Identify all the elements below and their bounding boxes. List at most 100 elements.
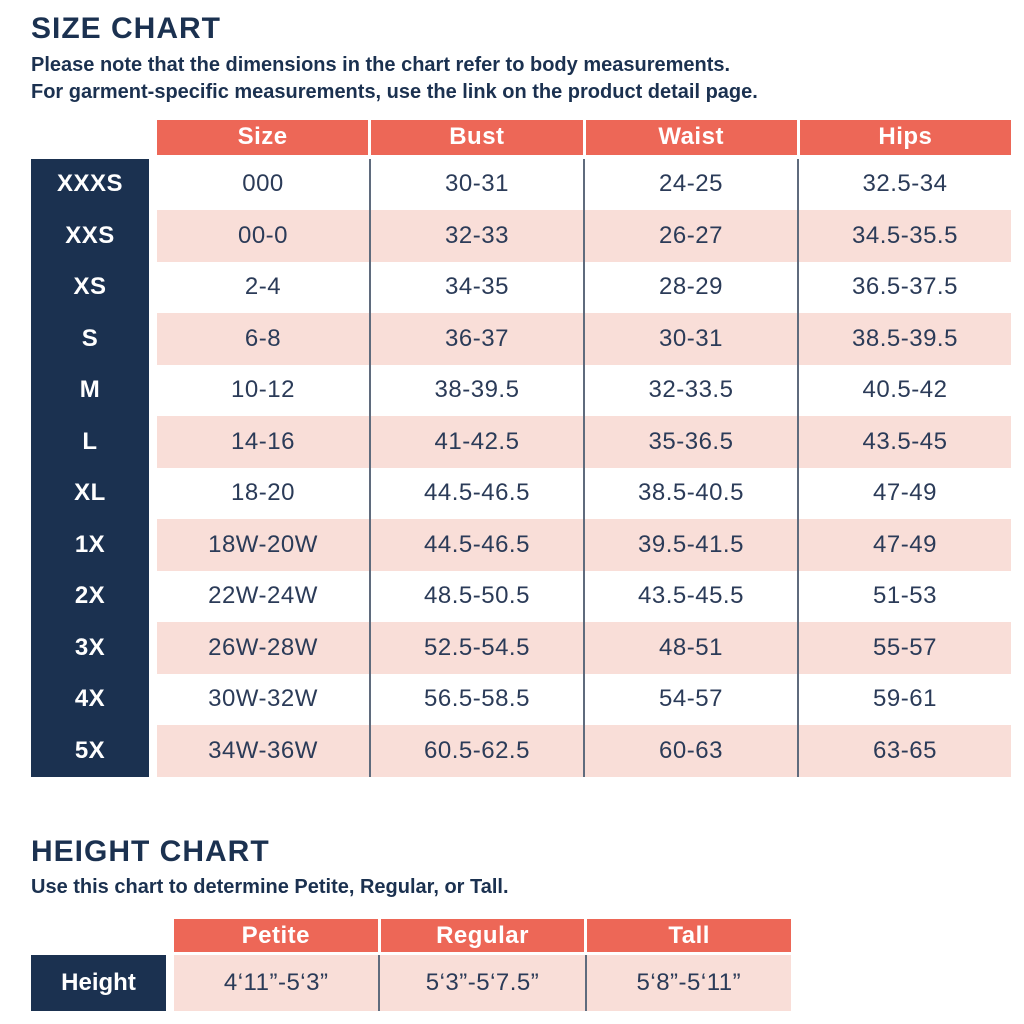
size-row-label: S [81,324,99,352]
regular-value-cell: 5‘3”-5‘7.5” [378,955,584,1011]
waist-cell: 48-51 [583,622,797,674]
size-cell: 6-8 [244,324,282,352]
bust-cell: 52.5-54.5 [369,622,583,674]
height-row-label: Height [31,955,166,1011]
hips-cell: 40.5-42 [797,364,1011,416]
size-table-label-column: XXXS XXS XS S M L XL 1X 2X 3X 4X 5X [31,120,149,777]
size-row-label: 3X [74,633,106,661]
size-table-row: 30W-32W 56.5-58.5 54-57 59-61 [157,673,1011,725]
size-chart-note-line-1: Please note that the dimensions in the c… [31,53,731,76]
size-row-label: L [82,427,98,455]
size-table-row: 34W-36W 60.5-62.5 60-63 63-65 [157,725,1011,777]
column-header-petite: Petite [174,919,378,952]
height-table-data-column: Petite Regular Tall 4‘11”-5‘3” 5‘3”-5‘7.… [174,919,792,1011]
waist-cell: 26-27 [583,210,797,262]
hips-cell: 47-49 [797,519,1011,571]
hips-cell: 63-65 [797,725,1011,777]
hips-cell: 55-57 [797,622,1011,674]
size-table-row: 26W-28W 52.5-54.5 48-51 55-57 [157,622,1011,674]
size-table-row: 10-12 38-39.5 32-33.5 40.5-42 [157,364,1011,416]
size-cell: 00-0 [237,221,289,249]
size-row-label: 4X [74,685,106,713]
bust-cell: 44.5-46.5 [369,519,583,571]
height-table-header-row: Petite Regular Tall [174,919,792,952]
hips-cell: 47-49 [797,467,1011,519]
column-header-waist: Waist [582,119,797,155]
waist-cell: 32-33.5 [583,364,797,416]
waist-cell: 54-57 [583,673,797,725]
size-chart-title: SIZE CHART [31,12,221,45]
height-table-label-column: Height [31,919,166,1011]
waist-cell: 60-63 [583,725,797,777]
size-table-row: 14-16 41-42.5 35-36.5 43.5-45 [157,416,1011,468]
size-row-label: XXS [65,221,115,249]
size-chart-note: Please note that the dimensions in the c… [31,52,1010,106]
hips-cell: 38.5-39.5 [797,313,1011,365]
size-row-label: 2X [74,582,106,610]
hips-cell: 34.5-35.5 [797,210,1011,262]
size-row-label: XL [74,479,106,507]
waist-cell: 43.5-45.5 [583,570,797,622]
size-row-label: 5X [74,736,106,764]
size-table-data-column: Size Bust Waist Hips 000 30-31 24-25 32.… [157,119,1011,777]
size-cell: 18W-20W [208,530,318,558]
column-header-bust: Bust [368,119,583,155]
waist-cell: 24-25 [583,158,797,210]
height-table: Height Petite Regular Tall 4‘11”-5‘3” 5‘… [31,919,792,1011]
bust-cell: 34-35 [369,261,583,313]
size-row-label: 1X [74,530,106,558]
size-cell: 10-12 [231,376,295,404]
size-cell: 26W-28W [208,633,318,661]
column-header-hips: Hips [796,119,1011,155]
column-header-tall: Tall [584,919,792,952]
size-table-row: 22W-24W 48.5-50.5 43.5-45.5 51-53 [157,570,1011,622]
size-table-row: 00-0 32-33 26-27 34.5-35.5 [157,210,1011,262]
bust-cell: 48.5-50.5 [369,570,583,622]
waist-cell: 39.5-41.5 [583,519,797,571]
bust-cell: 44.5-46.5 [369,467,583,519]
size-table-row: 000 30-31 24-25 32.5-34 [157,158,1011,210]
size-chart-section: SIZE CHART Please note that the dimensio… [31,12,1011,777]
size-cell: 14-16 [231,427,295,455]
waist-cell: 38.5-40.5 [583,467,797,519]
size-cell: 34W-36W [208,736,318,764]
waist-cell: 35-36.5 [583,416,797,468]
hips-cell: 32.5-34 [797,158,1011,210]
hips-cell: 51-53 [797,570,1011,622]
label-column-spacer [31,120,149,159]
size-table-row: 18W-20W 44.5-46.5 39.5-41.5 47-49 [157,519,1011,571]
bust-cell: 38-39.5 [369,364,583,416]
petite-value-cell: 4‘11”-5‘3” [223,969,329,996]
size-table-row: 18-20 44.5-46.5 38.5-40.5 47-49 [157,467,1011,519]
bust-cell: 60.5-62.5 [369,725,583,777]
hips-cell: 59-61 [797,673,1011,725]
hips-cell: 36.5-37.5 [797,261,1011,313]
size-row-label: M [79,376,101,404]
size-row-label: XXXS [56,170,124,198]
size-cell: 22W-24W [208,582,318,610]
bust-cell: 56.5-58.5 [369,673,583,725]
bust-cell: 32-33 [369,210,583,262]
bust-cell: 41-42.5 [369,416,583,468]
height-chart-section: HEIGHT CHART Use this chart to determine… [31,835,1010,1011]
height-chart-note: Use this chart to determine Petite, Regu… [31,876,509,898]
height-label-spacer [31,919,166,955]
label-column-block: XXXS XXS XS S M L XL 1X 2X 3X 4X 5X [31,158,149,777]
size-chart-note-line-2: For garment-specific measurements, use t… [31,80,758,103]
hips-cell: 43.5-45 [797,416,1011,468]
size-cell: 2-4 [244,273,282,301]
size-cell: 18-20 [231,479,295,507]
height-table-row: 4‘11”-5‘3” 5‘3”-5‘7.5” 5‘8”-5‘11” [174,955,791,1011]
bust-cell: 30-31 [369,158,583,210]
column-header-regular: Regular [377,919,585,952]
waist-cell: 28-29 [583,261,797,313]
size-cell: 30W-32W [208,685,318,713]
waist-cell: 30-31 [583,313,797,365]
bust-cell: 36-37 [369,313,583,365]
size-table-row: 6-8 36-37 30-31 38.5-39.5 [157,313,1011,365]
size-cell: 000 [242,170,284,198]
size-table-row: 2-4 34-35 28-29 36.5-37.5 [157,261,1011,313]
size-row-label: XS [73,273,107,301]
size-table: XXXS XXS XS S M L XL 1X 2X 3X 4X 5X Size [31,119,1011,777]
